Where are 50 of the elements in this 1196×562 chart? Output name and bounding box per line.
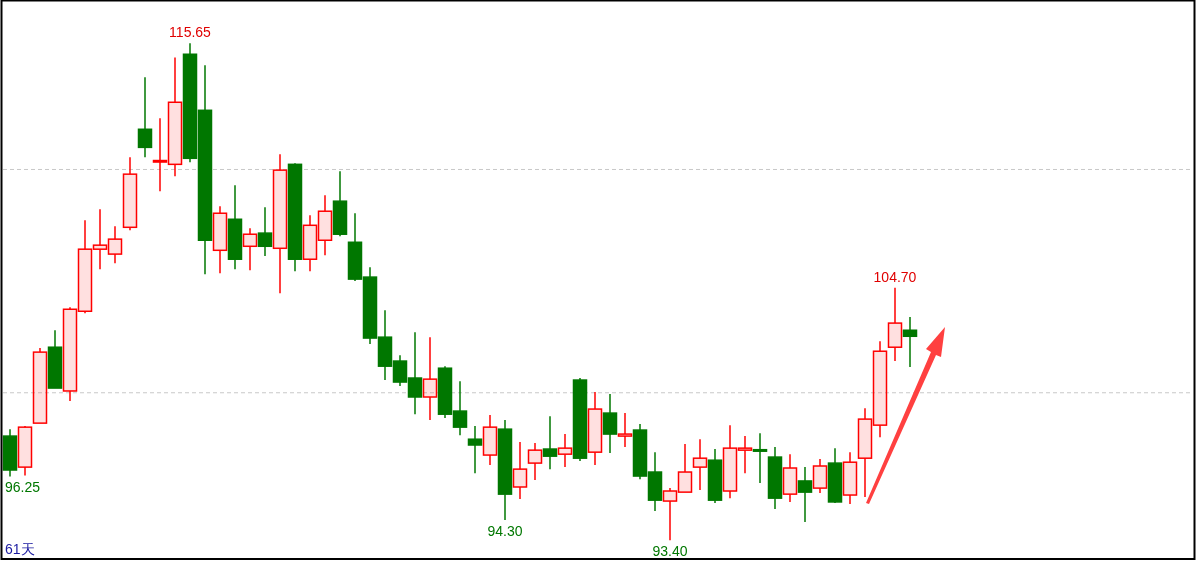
candlestick <box>497 419 513 521</box>
candlestick <box>122 156 138 231</box>
candlestick <box>137 76 153 158</box>
candlestick <box>227 184 243 271</box>
annotation: 61天 <box>5 541 35 557</box>
candlestick <box>707 448 723 504</box>
candlestick <box>842 451 858 505</box>
candlestick <box>257 206 273 257</box>
candlestick <box>542 415 558 470</box>
candlestick <box>107 225 123 264</box>
candlestick <box>527 442 543 481</box>
candlestick <box>167 56 183 177</box>
candlestick <box>767 446 783 510</box>
candlestick <box>152 117 168 192</box>
candlestick <box>872 340 888 438</box>
candlestick <box>557 433 573 468</box>
candlestick <box>242 227 258 271</box>
candlestick <box>2 428 18 478</box>
candlestick <box>602 393 618 454</box>
candlestick <box>752 432 768 484</box>
candlestick <box>317 194 333 256</box>
annotation: 104.70 <box>873 268 917 285</box>
annotation: 96.25 <box>5 479 41 496</box>
candlestick <box>287 163 303 273</box>
candlestick <box>422 336 438 421</box>
candlestick <box>857 407 873 498</box>
candlestick <box>212 205 228 275</box>
annotation: 94.30 <box>487 523 523 540</box>
candlestick <box>272 153 288 294</box>
candlestick <box>812 458 828 494</box>
annotation: 93.40 <box>652 543 688 560</box>
candlestick <box>77 219 93 315</box>
candlestick <box>482 414 498 466</box>
candlestick <box>617 412 633 448</box>
candlestick <box>92 208 108 271</box>
candlestick <box>62 306 78 402</box>
candlestick <box>587 391 603 466</box>
candlestick <box>887 287 903 362</box>
candlestick <box>797 466 813 523</box>
candlestick <box>512 441 528 500</box>
candlestick <box>302 214 318 273</box>
candlestick <box>467 425 483 474</box>
candlestick <box>737 435 753 474</box>
candlestick <box>722 424 738 499</box>
candlestick <box>692 438 708 491</box>
candlestick <box>782 453 798 503</box>
annotation: 115.65 <box>169 24 212 41</box>
candlestick <box>902 316 918 368</box>
candlestick <box>17 426 33 477</box>
candlestick <box>662 487 678 541</box>
